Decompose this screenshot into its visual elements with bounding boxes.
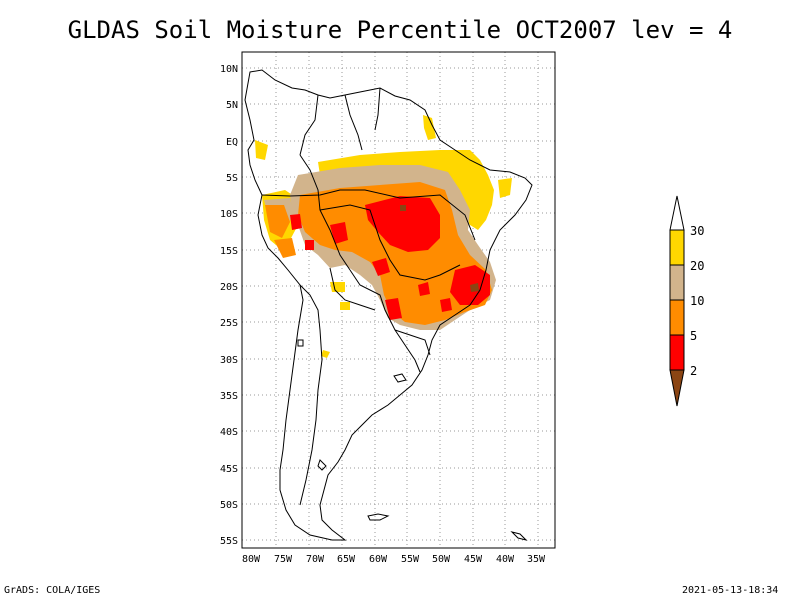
lon-label: 35W [527,554,546,565]
lat-label: 45S [220,464,238,475]
colorbar-label: 30 [690,224,704,238]
lat-label: 30S [220,355,238,366]
footer-timestamp: 2021-05-13-18:34 [682,585,779,596]
lon-label: 40W [496,554,515,565]
lat-label: 25S [220,318,238,329]
latitude-labels: 10N 5N EQ 5S 10S 15S 20S 25S 30S 35S 40S… [220,64,238,547]
lon-label: 45W [464,554,483,565]
colorbar-label: 5 [690,329,697,343]
lon-label: 65W [337,554,356,565]
lat-label: 5S [226,173,238,184]
colorbar-label: 10 [690,294,704,308]
shaded-field-red [290,196,490,320]
colorbar-above-30 [669,195,685,231]
lat-label: 55S [220,536,238,547]
lat-label: 15S [220,246,238,257]
colorbar-below-2 [669,369,685,407]
coastline-outline [244,69,533,541]
colorbar-label: 2 [690,364,697,378]
lon-label: 60W [369,554,388,565]
lat-label: 10S [220,209,238,220]
colorbar-legend: 2 5 10 20 30 [669,195,704,407]
lat-label: 35S [220,391,238,402]
map-title: GLDAS Soil Moisture Percentile OCT2007 l… [67,16,733,44]
map-frame [241,51,556,549]
lon-label: 70W [306,554,325,565]
lat-label: 5N [226,100,238,111]
lat-label: 20S [220,282,238,293]
colorbar-5-10 [669,299,685,336]
longitude-labels: 80W 75W 70W 65W 60W 55W 50W 45W 40W 35W [242,554,546,565]
shaded-field-orange [265,182,492,325]
lon-label: 55W [401,554,420,565]
lat-label: 10N [220,64,238,75]
colorbar-20-30 [669,229,685,266]
shaded-field-brown [400,205,479,292]
lat-label: 50S [220,500,238,511]
colorbar-10-20 [669,264,685,301]
lat-label: 40S [220,427,238,438]
lon-label: 80W [242,554,261,565]
lon-label: 50W [432,554,451,565]
lat-label: EQ [226,137,238,148]
colorbar-label: 20 [690,259,704,273]
footer-credit: GrADS: COLA/IGES [4,585,101,596]
colorbar-2-5 [669,334,685,371]
lon-label: 75W [274,554,293,565]
islands-outline [297,339,528,541]
